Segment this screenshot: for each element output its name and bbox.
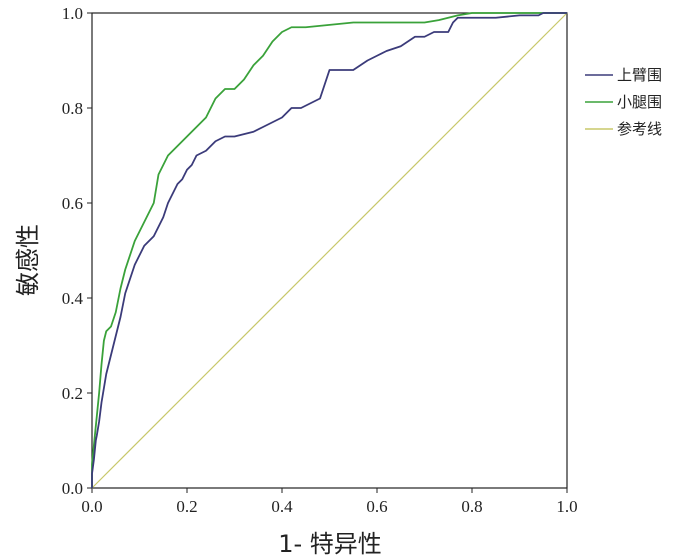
series-layer — [91, 12, 568, 489]
y-axis-label: 敏感性 — [14, 224, 42, 296]
x-tick-label: 0.4 — [271, 497, 293, 516]
ticks-layer: 0.0 0.2 0.4 0.6 0.8 1.0 0.0 0.2 0.4 0.6 0.8 1.0 — [62, 4, 578, 516]
y-tick-label: 0.8 — [62, 99, 83, 118]
y-tick-label: 0.2 — [62, 384, 83, 403]
legend-label-calf: 小腿围 — [617, 93, 662, 111]
x-tick-label: 1.0 — [556, 497, 577, 516]
reference-line — [91, 12, 568, 489]
roc-line-upper-arm — [91, 12, 567, 488]
roc-line-calf — [91, 12, 567, 488]
x-tick-label: 0.2 — [176, 497, 197, 516]
x-tick-label: 0.6 — [366, 497, 387, 516]
legend-label-upper-arm: 上臂围 — [617, 66, 662, 84]
legend-label-reference: 参考线 — [617, 120, 662, 138]
y-tick-label: 1.0 — [62, 4, 83, 23]
y-tick-label: 0.4 — [62, 289, 84, 308]
legend: 上臂围 小腿围 参考线 — [585, 66, 662, 138]
y-tick-label: 0.0 — [62, 479, 83, 498]
x-tick-label: 0.0 — [81, 497, 102, 516]
plot-frame — [91, 12, 568, 489]
y-tick-label: 0.6 — [62, 194, 83, 213]
x-tick-label: 0.8 — [461, 497, 482, 516]
x-axis-label: 1- 特异性 — [278, 530, 382, 558]
